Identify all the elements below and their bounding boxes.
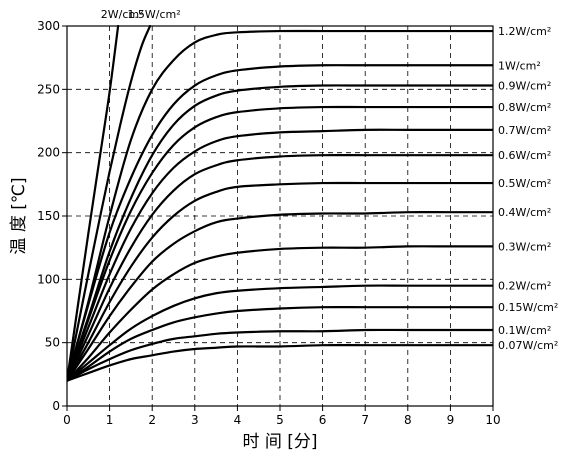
- series-line: [67, 284, 493, 382]
- x-tick-label: 3: [191, 413, 199, 427]
- x-axis-title: 时 间 [分]: [242, 432, 317, 452]
- series-label: 0.6W/cm²: [498, 149, 551, 162]
- x-tick-label: 9: [447, 413, 455, 427]
- y-tick-label: 200: [37, 146, 60, 160]
- series-label: 0.4W/cm²: [498, 206, 551, 219]
- y-tick-label: 250: [37, 82, 60, 96]
- series-label: 0.9W/cm²: [498, 80, 551, 93]
- series-label: 1.5W/cm²: [127, 8, 180, 21]
- series-label: 0.1W/cm²: [498, 324, 551, 337]
- y-tick-label: 300: [37, 19, 60, 33]
- x-tick-label: 0: [63, 413, 71, 427]
- series-line: [67, 25, 120, 382]
- series-label: 0.7W/cm²: [498, 124, 551, 137]
- series-line: [67, 344, 493, 382]
- series-label: 2W/cm²: [101, 8, 144, 21]
- x-tick-label: 8: [404, 413, 412, 427]
- series-line: [67, 306, 493, 382]
- series-line: [67, 211, 493, 382]
- series-label: 0.8W/cm²: [498, 101, 551, 114]
- x-tick-label: 10: [485, 413, 500, 427]
- x-tick-label: 1: [106, 413, 114, 427]
- x-tick-label: 4: [234, 413, 242, 427]
- series-lines: [67, 25, 493, 382]
- y-tick-label: 100: [37, 272, 60, 286]
- x-tick-label: 7: [361, 413, 369, 427]
- series-label: 0.3W/cm²: [498, 240, 551, 253]
- series-line: [67, 64, 493, 382]
- series-line: [67, 181, 493, 382]
- y-tick-label: 150: [37, 209, 60, 223]
- series-label: 0.07W/cm²: [498, 339, 558, 352]
- x-tick-label: 6: [319, 413, 327, 427]
- y-tick-label: 0: [52, 399, 60, 413]
- series-line: [67, 84, 493, 382]
- y-axis-title: 温 度 [℃]: [9, 177, 29, 254]
- series-line: [67, 245, 493, 382]
- series-label: 0.2W/cm²: [498, 280, 551, 293]
- x-tick-label: 2: [148, 413, 156, 427]
- series-label: 1W/cm²: [498, 59, 541, 72]
- series-label: 1.2W/cm²: [498, 25, 551, 38]
- series-line: [67, 128, 493, 382]
- series-label: 0.5W/cm²: [498, 177, 551, 190]
- x-tick-label: 5: [276, 413, 284, 427]
- series-label: 0.15W/cm²: [498, 301, 558, 314]
- series-line: [67, 154, 493, 382]
- y-tick-label: 50: [45, 336, 60, 350]
- series-line: [67, 105, 493, 382]
- series-line: [67, 25, 152, 382]
- series-line: [67, 328, 493, 382]
- series-line: [67, 29, 493, 382]
